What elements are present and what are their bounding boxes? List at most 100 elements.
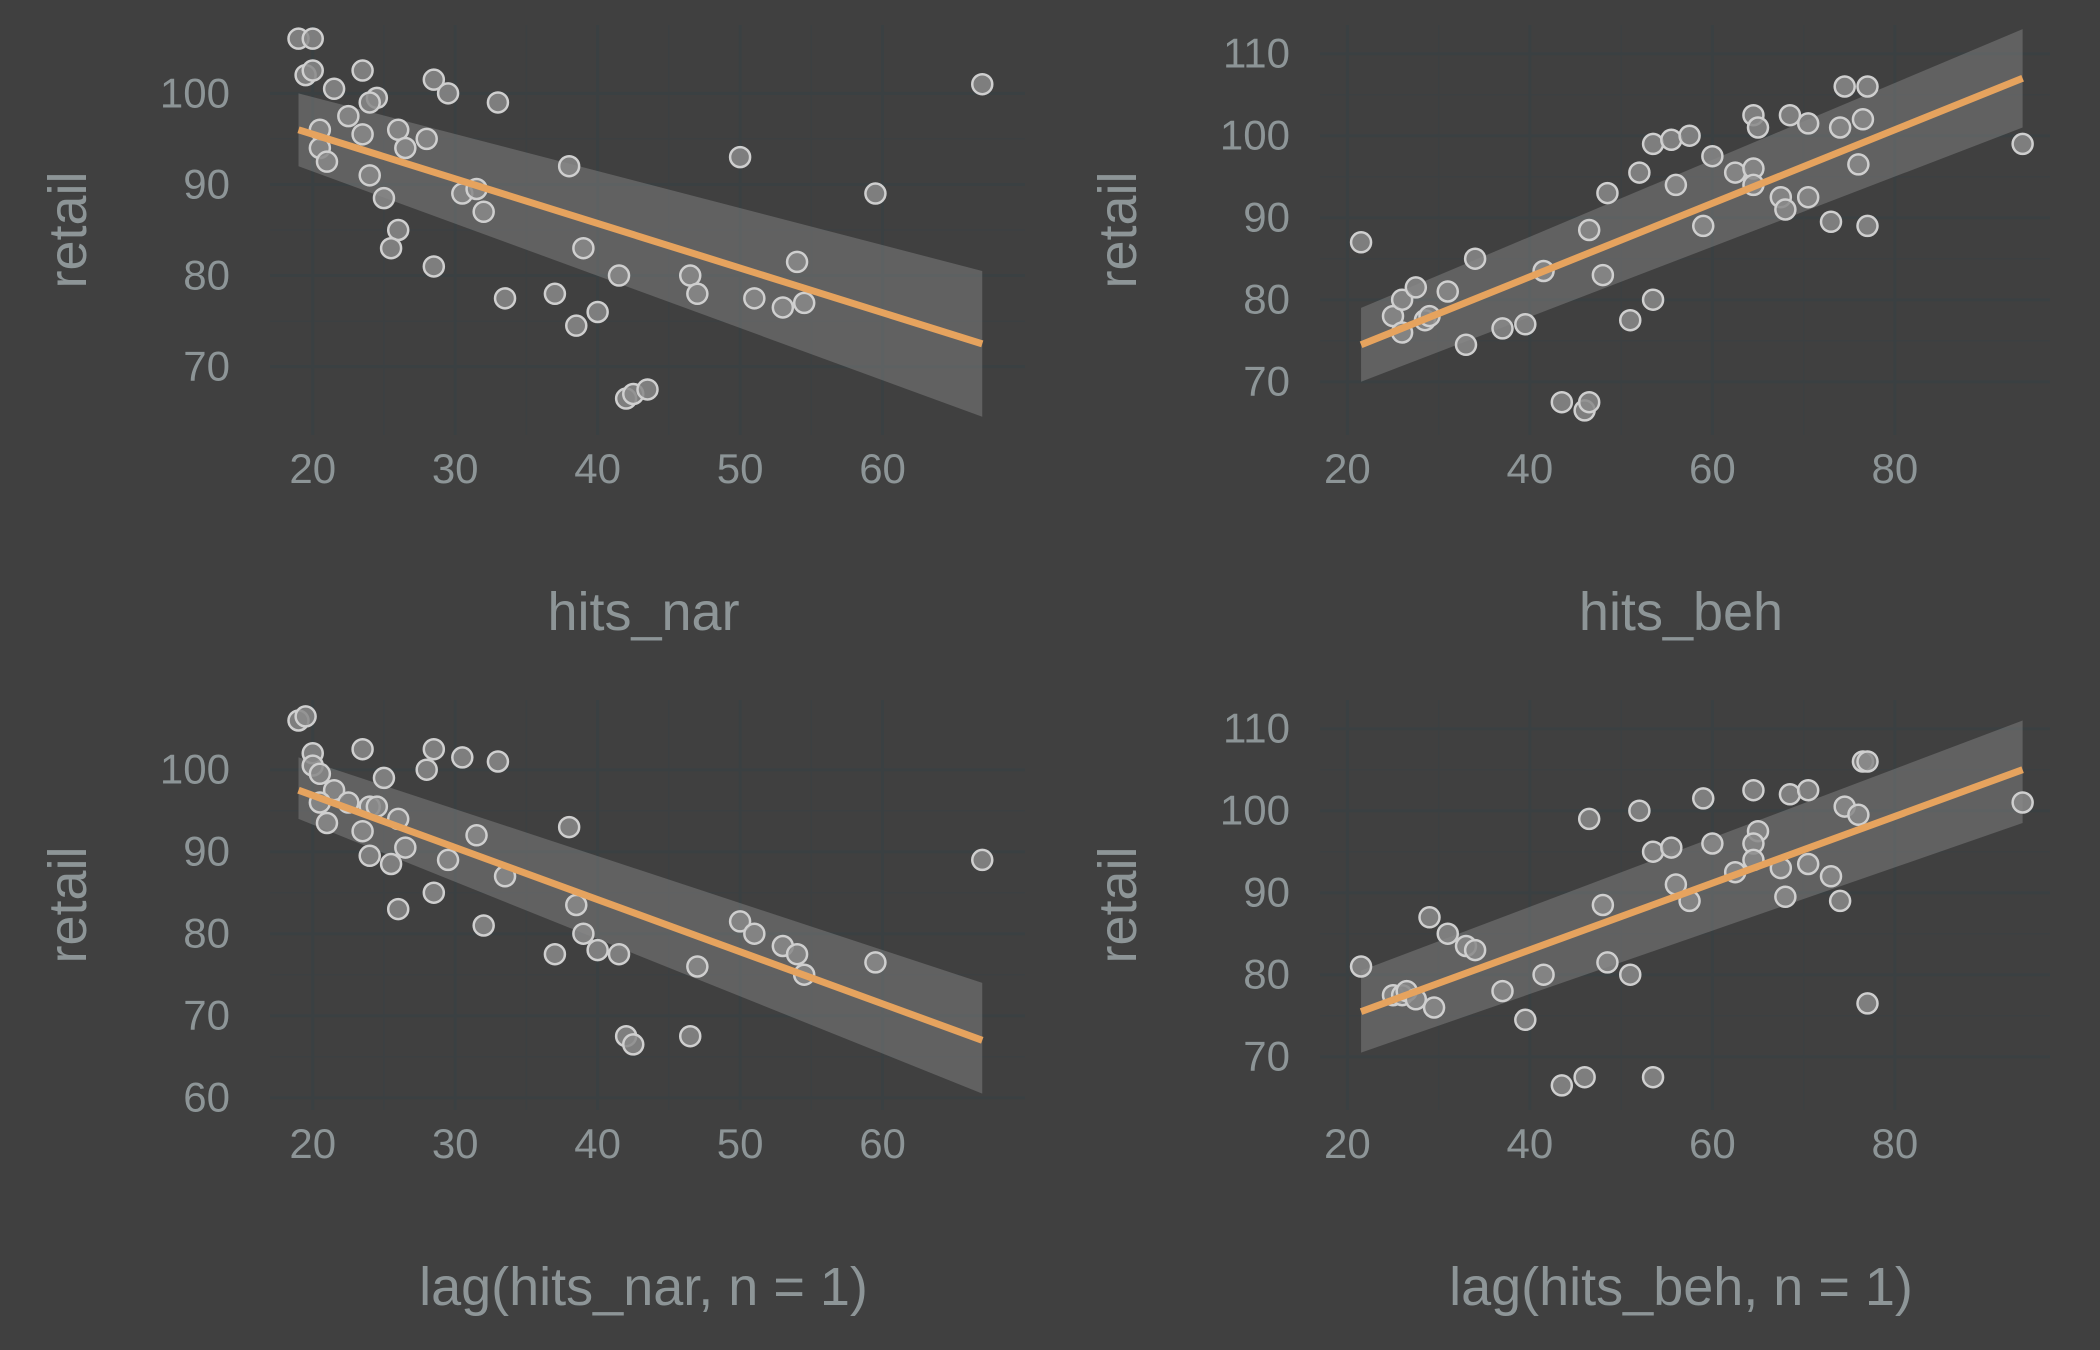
data-point xyxy=(971,848,994,872)
data-point xyxy=(1833,75,1856,98)
data-point xyxy=(1774,198,1797,221)
x-tick-label: 30 xyxy=(432,1120,479,1167)
data-point xyxy=(294,705,317,728)
x-tick-label: 40 xyxy=(1507,445,1554,492)
data-point xyxy=(351,123,374,146)
data-point xyxy=(1596,181,1619,205)
y-tick-label: 70 xyxy=(183,992,230,1039)
data-point xyxy=(1856,750,1879,773)
y-axis-title: retail xyxy=(1088,171,1148,288)
data-point xyxy=(622,1033,645,1056)
data-point xyxy=(1828,889,1852,913)
data-point xyxy=(1514,1008,1537,1032)
data-point xyxy=(1404,276,1428,299)
y-tick-label: 80 xyxy=(1243,951,1290,998)
data-point xyxy=(1550,1074,1574,1097)
y-tick-label: 100 xyxy=(160,746,230,793)
x-tick-label: 80 xyxy=(1872,1120,1919,1167)
data-point xyxy=(1463,247,1487,270)
data-point xyxy=(1577,218,1601,242)
x-tick-label: 20 xyxy=(1324,1120,1371,1167)
data-point xyxy=(971,72,994,96)
y-tick-label: 60 xyxy=(183,1074,230,1121)
y-axis-title: retail xyxy=(38,846,98,963)
panel-3: 20 30 40 50 60 60 70 80 90 100 lag(hits_nar, n = 1… xyxy=(38,700,1025,1317)
data-point xyxy=(1591,893,1615,917)
data-point xyxy=(557,815,581,839)
data-point xyxy=(743,922,766,945)
data-point xyxy=(1819,865,1843,888)
data-point xyxy=(472,200,495,224)
data-point xyxy=(1491,317,1514,340)
y-tick-label: 90 xyxy=(1243,869,1290,916)
data-point xyxy=(1678,124,1701,147)
data-point xyxy=(728,910,752,933)
x-tick-label: 60 xyxy=(1689,1120,1736,1167)
data-point xyxy=(586,300,609,324)
data-point xyxy=(543,282,567,306)
data-point xyxy=(728,145,752,169)
data-point xyxy=(1628,799,1651,822)
confidence-band xyxy=(1361,29,2023,382)
panel-4: 20 40 60 80 70 80 90 100 110 lag(hits_beh, n = 1)… xyxy=(1088,700,2050,1317)
data-point xyxy=(1774,885,1797,909)
x-tick-label: 20 xyxy=(289,445,336,492)
data-point xyxy=(465,824,488,847)
y-tick-label: 110 xyxy=(1223,705,1290,752)
confidence-band xyxy=(1361,720,2023,1053)
data-point xyxy=(1796,778,1820,802)
data-point xyxy=(1660,128,1683,152)
x-axis-title: lag(hits_nar, n = 1) xyxy=(419,1257,868,1317)
data-point xyxy=(301,27,324,50)
data-point xyxy=(1778,783,1802,806)
data-point xyxy=(1851,108,1875,131)
data-point xyxy=(1436,280,1459,303)
data-point xyxy=(572,922,595,945)
data-point xyxy=(451,746,474,769)
y-axis-title: retail xyxy=(1088,846,1148,963)
x-tick-label: 40 xyxy=(1507,1120,1554,1167)
panel-2: 20 40 60 80 70 80 90 100 110 hits_beh retail xyxy=(1088,25,2050,642)
data-point xyxy=(864,951,887,974)
x-tick-label: 30 xyxy=(432,445,479,492)
data-point xyxy=(1514,313,1537,336)
data-point xyxy=(308,762,332,786)
data-point xyxy=(1742,778,1765,802)
data-point xyxy=(1596,951,1619,974)
data-point xyxy=(607,942,631,966)
y-tick-label: 70 xyxy=(1243,1033,1290,1080)
data-point xyxy=(686,955,709,978)
data-point xyxy=(1591,263,1615,287)
data-point xyxy=(792,291,816,315)
data-point xyxy=(1577,390,1601,414)
data-point xyxy=(1856,214,1879,238)
data-point xyxy=(1641,132,1665,156)
data-point xyxy=(315,811,339,835)
data-point xyxy=(1701,144,1724,168)
data-point xyxy=(351,819,374,843)
data-point xyxy=(1701,832,1724,855)
data-point xyxy=(1660,836,1683,859)
x-tick-label: 60 xyxy=(859,445,906,492)
y-tick-label: 110 xyxy=(1223,30,1290,77)
data-point xyxy=(557,154,581,178)
data-point xyxy=(678,1024,702,1048)
y-tick-label: 80 xyxy=(183,910,230,957)
data-point xyxy=(1778,103,1802,127)
data-point xyxy=(1819,210,1843,234)
data-point xyxy=(1692,787,1715,810)
y-tick-label: 70 xyxy=(1243,358,1290,405)
data-point xyxy=(1723,161,1747,184)
confidence-band xyxy=(298,93,983,417)
data-point xyxy=(394,836,417,859)
data-point xyxy=(1828,116,1852,139)
y-tick-label: 70 xyxy=(183,343,230,390)
x-axis-title: hits_nar xyxy=(547,582,739,642)
data-point xyxy=(372,766,396,790)
data-point xyxy=(394,136,417,160)
data-point xyxy=(572,236,595,260)
data-point xyxy=(436,82,460,105)
data-point xyxy=(1463,938,1487,962)
data-point xyxy=(486,750,510,773)
fit-line xyxy=(297,126,984,348)
